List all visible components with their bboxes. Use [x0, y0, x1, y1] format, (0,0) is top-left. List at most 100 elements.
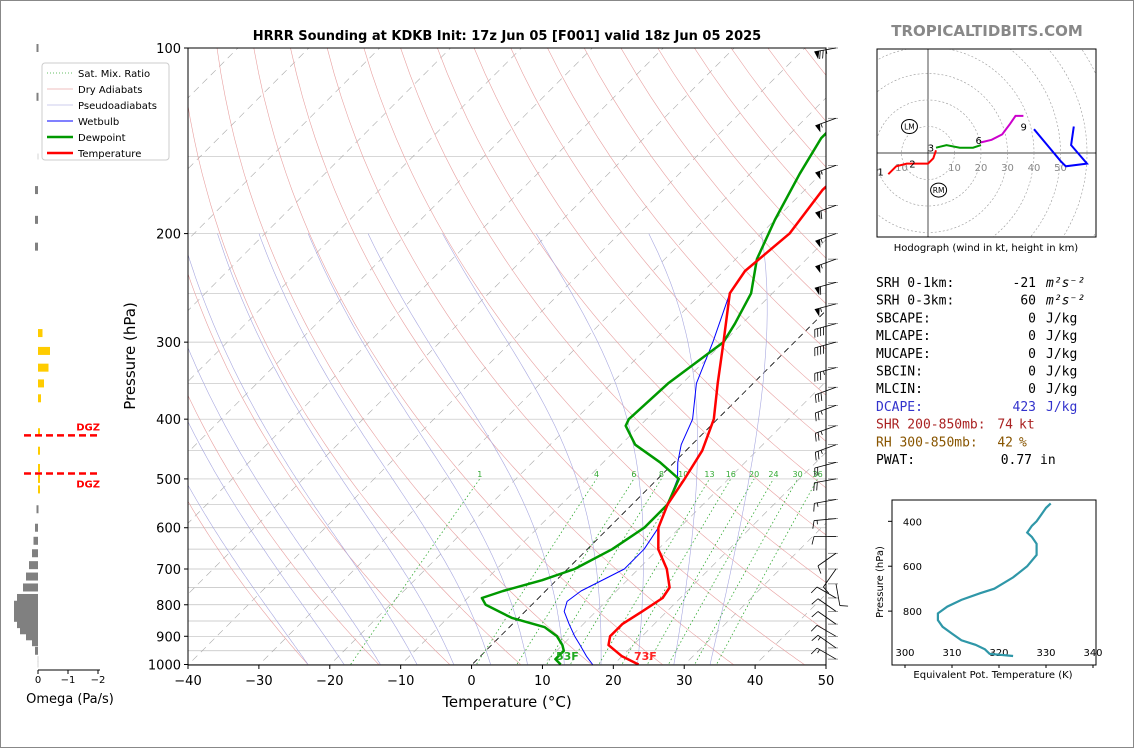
mixing-ratio-line [545, 478, 662, 665]
omega-bars [14, 44, 50, 668]
dgz-label: DGZ [76, 480, 100, 491]
skew-t-chart: 1 4 6 8 10 13 16 20 24 30 36 100200300400500600700… [121, 29, 849, 711]
stat-value: 74 [997, 418, 1013, 433]
isotherm [470, 309, 826, 665]
mixing-ratio-label: 24 [768, 470, 778, 479]
isotherm [188, 48, 593, 453]
barb-flag [816, 482, 818, 491]
y-tick-label: 900 [156, 630, 181, 645]
hodo-trace [887, 149, 937, 175]
stat-value: 0 [1028, 382, 1036, 397]
wind-barb [814, 405, 838, 422]
wind-barb [813, 478, 838, 491]
hodo-trace [980, 114, 1024, 144]
mixing-ratio-label: 4 [594, 470, 599, 479]
theta-e-xtick-label: 300 [895, 648, 914, 659]
pseudoadiabat [442, 233, 602, 665]
hodograph-plot: 10 20 30 40 50 10 1 2 3 6 9 LM RM [716, 0, 1134, 365]
isotherm [188, 48, 735, 595]
pseudoadiabat [217, 233, 455, 665]
x-tick-label: 40 [747, 674, 764, 689]
hodo-ring [877, 73, 1008, 233]
barb-half-flag [820, 431, 823, 436]
barb-pennant [815, 171, 821, 180]
storm-motion-marker [900, 119, 918, 134]
omega-bar [23, 583, 38, 592]
omega-bar [38, 363, 49, 372]
stat-label: MUCAPE: [876, 347, 931, 362]
wind-barb [814, 303, 838, 317]
barb-staff [817, 634, 837, 649]
barb-staff [814, 461, 837, 469]
barb-pennant [815, 264, 821, 274]
surface-temperature-label: 73F [634, 650, 657, 663]
barb-half-flag [820, 123, 823, 128]
barb-pennant [815, 239, 821, 248]
legend-item: Dewpoint [78, 133, 126, 144]
x-axis-label: Temperature (°C) [441, 693, 571, 711]
hodo-ring-label: 10 [895, 163, 908, 174]
stat-label: MLCIN: [876, 382, 923, 397]
storm-motion-label: LM [904, 123, 915, 132]
dry-adiabat [188, 394, 380, 665]
barb-flag [814, 452, 817, 461]
y-tick-label: 300 [156, 336, 181, 351]
x-tick-label: −10 [387, 674, 414, 689]
legend-item: Wetbulb [78, 117, 119, 128]
mixing-ratio-label: 13 [704, 470, 714, 479]
hodo-ring [877, 49, 1035, 237]
barb-half-flag [825, 49, 828, 54]
barb-staff [815, 386, 837, 396]
y-tick-label: 100 [156, 42, 181, 57]
stat-label: RH 300-850mb: [876, 435, 978, 450]
hodo-height-label: 1 [877, 168, 883, 179]
barb-flag [817, 565, 822, 574]
y-tick-label: 400 [156, 413, 181, 428]
dry-adiabat [216, 48, 593, 665]
isotherm [825, 664, 826, 665]
stat-value: 0 [1028, 329, 1036, 344]
hodo-ring [1047, 49, 1088, 237]
wind-barb [811, 611, 838, 625]
omega-bar [38, 474, 40, 483]
theta-e-xtick-label: 320 [989, 648, 1008, 659]
mixing-ratio-label: 1 [477, 470, 482, 479]
omega-bar [26, 572, 38, 581]
wind-barb [814, 386, 838, 403]
hodo-ring-label: 20 [975, 163, 988, 174]
legend-box [41, 62, 170, 161]
mixing-ratio-label: 30 [793, 470, 803, 479]
isotherm [542, 381, 826, 665]
omega-bar [32, 638, 38, 647]
stat-value: -21 [1013, 276, 1036, 291]
barb-flag [810, 647, 818, 655]
dry-adiabat [188, 272, 451, 665]
dry-adiabat [290, 48, 735, 665]
mixing-ratio-label: 20 [749, 470, 759, 479]
barb-half-flag [820, 307, 822, 312]
hodo-trace [1033, 126, 1089, 168]
barb-pennant [815, 124, 821, 133]
omega-tick-label: 0 [35, 675, 41, 686]
theta-e-xtick-label: 310 [942, 648, 961, 659]
barb-half-flag [820, 170, 823, 175]
omega-tick-label: −2 [91, 675, 106, 686]
barb-staff [817, 552, 837, 567]
wind-barb [823, 568, 838, 594]
hodo-ring-label: 50 [1054, 163, 1067, 174]
wetbulb-line [563, 293, 731, 665]
y-tick-label: 700 [156, 563, 181, 578]
dgz-markers: DGZ DGZ [24, 422, 100, 491]
barb-staff [814, 341, 837, 349]
barb-flag [814, 433, 817, 442]
isotherm [188, 48, 522, 382]
omega-bar [17, 620, 38, 629]
hodo-ring [716, 0, 1134, 365]
omega-axis-label: Omega (Pa/s) [26, 692, 114, 707]
omega-bar [38, 329, 43, 338]
barb-staff [814, 323, 837, 330]
hodograph: 10 20 30 40 50 10 1 2 3 6 9 LM RM Hodograph (wind in… [716, 0, 1134, 365]
barb-half-flag [820, 238, 823, 243]
temperature-line [607, 185, 826, 665]
